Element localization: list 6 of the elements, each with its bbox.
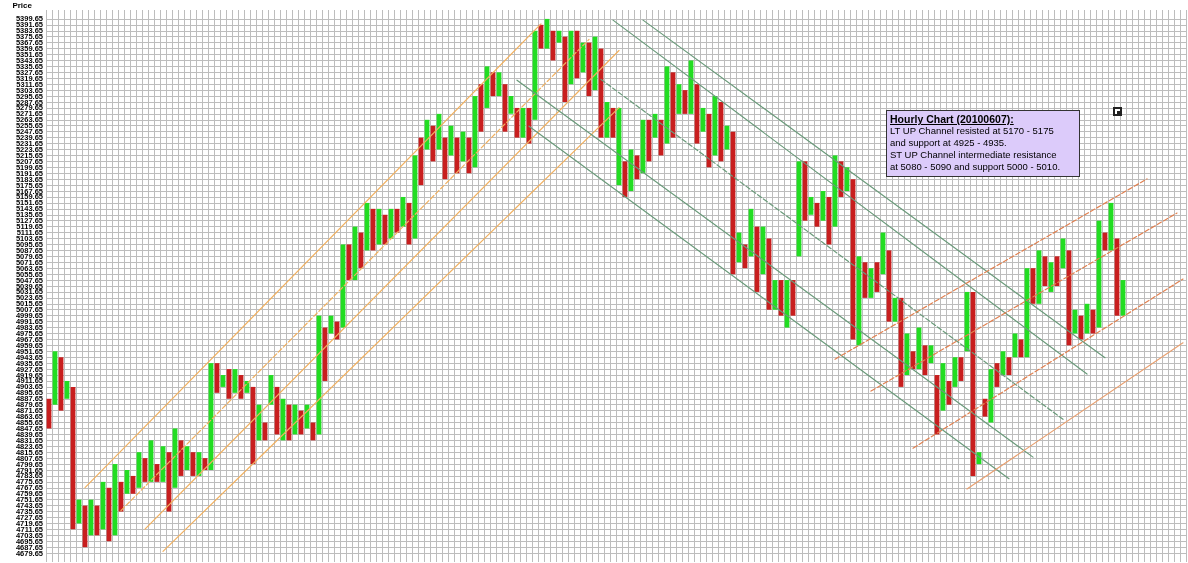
annotation: ST UP Channel intermediate resistance [890, 149, 1058, 161]
annotation: at 5080 - 5090 and support 5000 - 5010. [890, 161, 1062, 173]
y-axis-title: Price [12, 0, 33, 10]
annotation: LT UP Channel resisted at 5170 - 5175 [890, 125, 1055, 137]
annotation: and support at 4925 - 4935. [890, 137, 1008, 149]
text: Hourly Chart (20100607): [890, 113, 1015, 125]
